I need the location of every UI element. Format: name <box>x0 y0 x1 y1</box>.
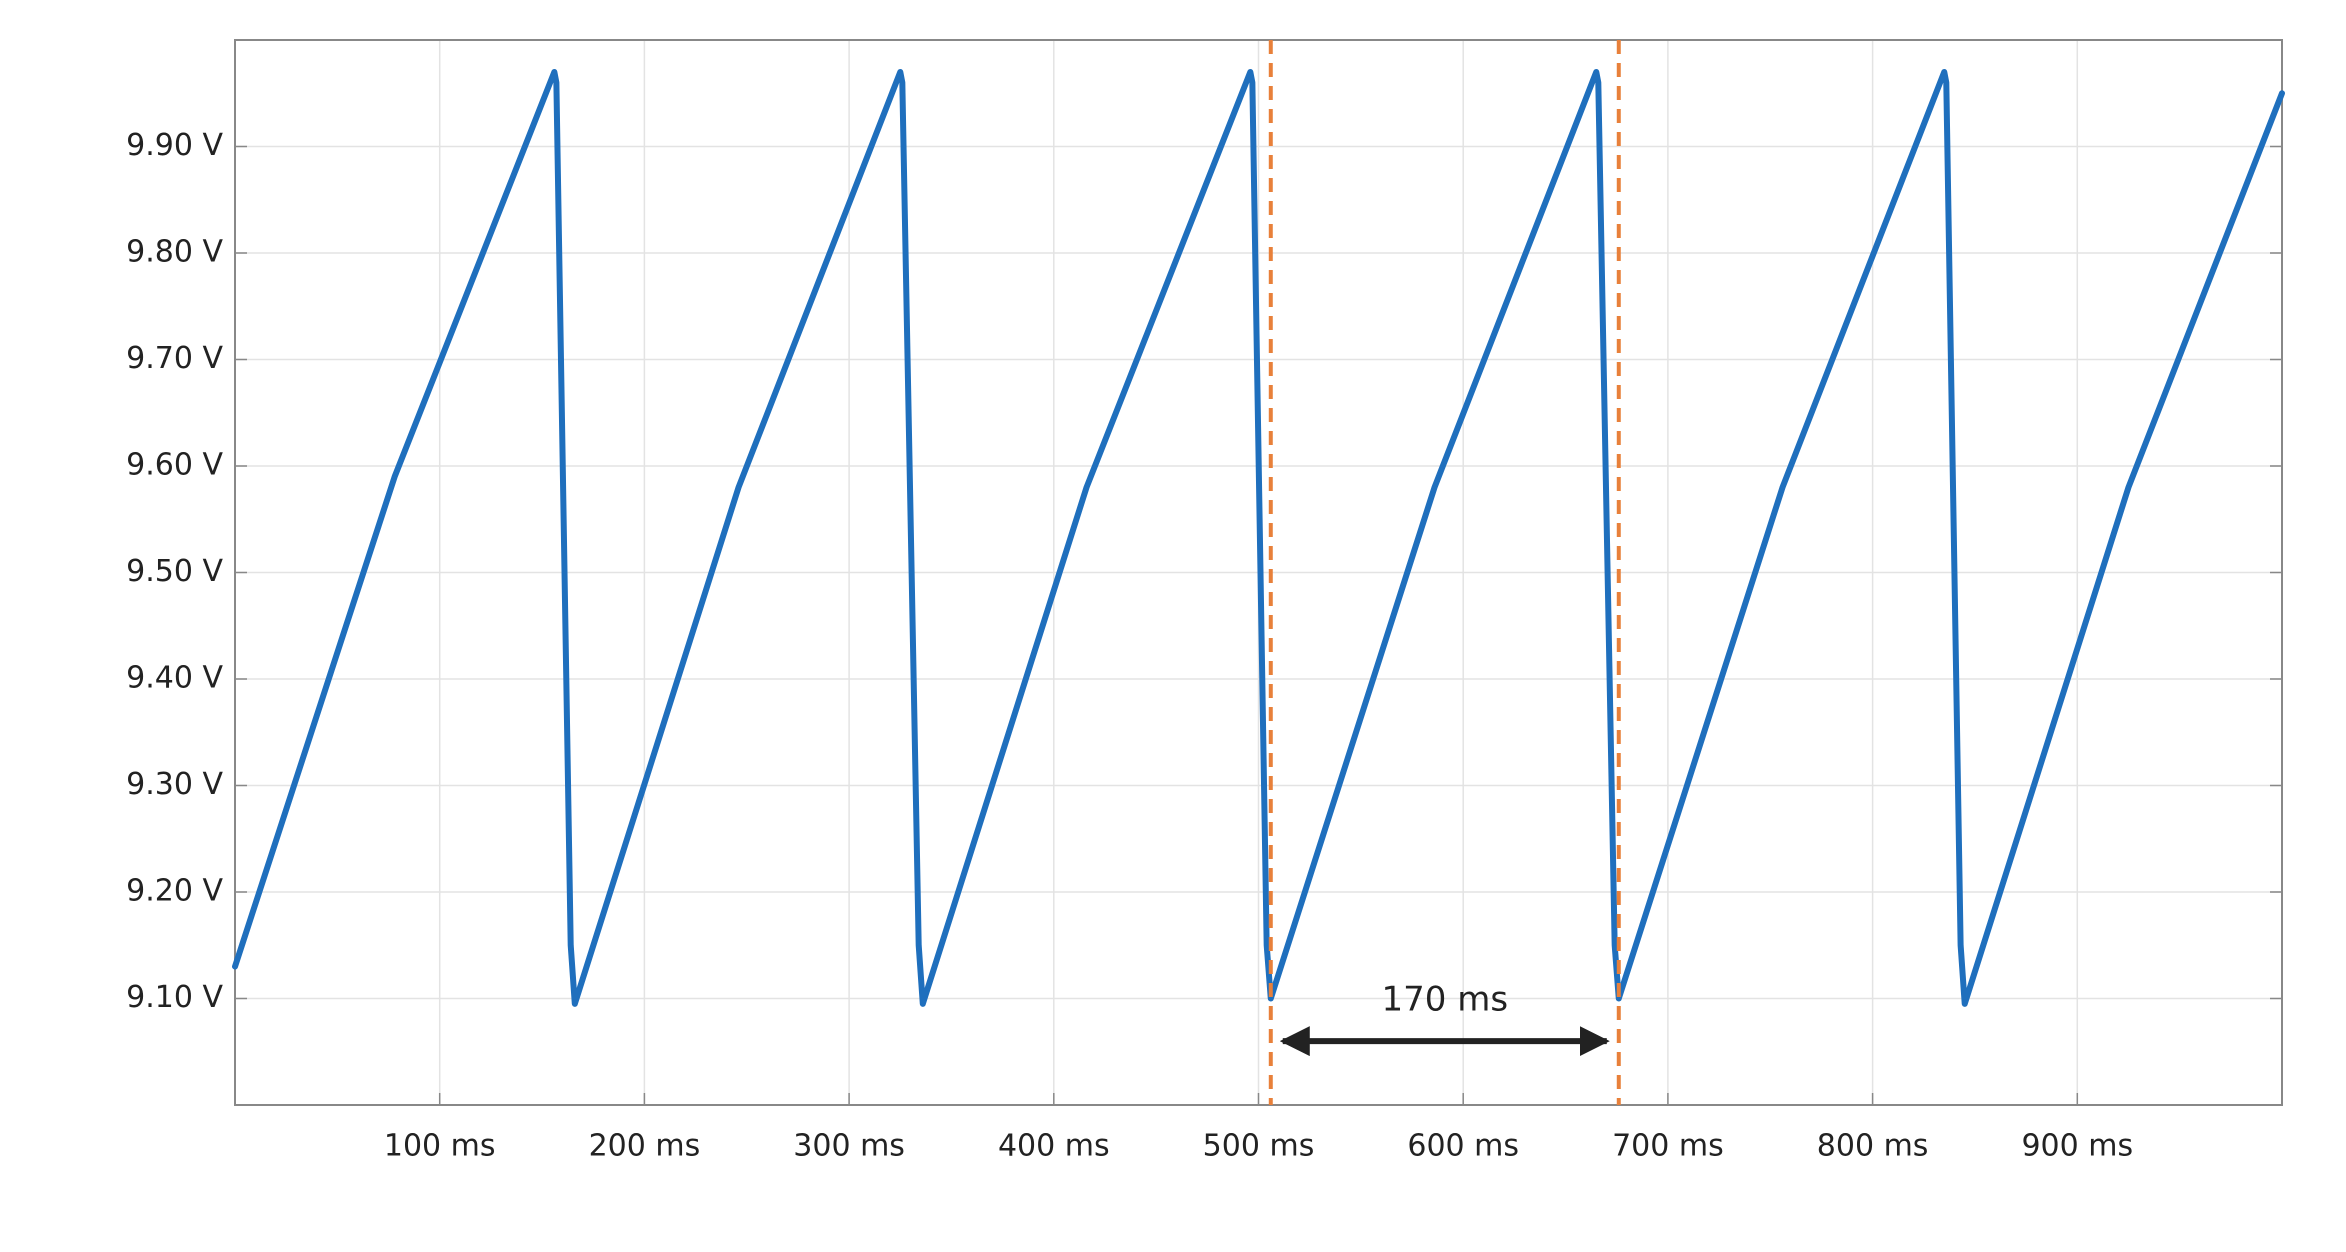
y-tick-label: 9.20 V <box>126 874 223 909</box>
x-tick-label: 300 ms <box>793 1129 905 1164</box>
y-tick-label: 9.30 V <box>126 767 223 802</box>
y-tick-label: 9.90 V <box>126 128 223 163</box>
x-tick-label: 100 ms <box>384 1129 496 1164</box>
x-tick-label: 200 ms <box>589 1129 701 1164</box>
annotation-label: 170 ms <box>1382 980 1509 1020</box>
signal-line <box>232 68 2285 1007</box>
x-tick-label: 900 ms <box>2021 1129 2133 1164</box>
x-tick-label: 800 ms <box>1817 1129 1929 1164</box>
y-tick-label: 9.70 V <box>126 341 223 376</box>
x-tick-label: 600 ms <box>1407 1129 1519 1164</box>
y-tick-label: 9.10 V <box>126 980 223 1015</box>
y-tick-label: 9.40 V <box>126 661 223 696</box>
x-tick-label: 500 ms <box>1203 1129 1315 1164</box>
x-tick-label: 700 ms <box>1612 1129 1724 1164</box>
y-tick-label: 9.50 V <box>126 554 223 589</box>
plot-frame <box>234 39 2283 1106</box>
x-tick-label: 400 ms <box>998 1129 1110 1164</box>
y-tick-label: 9.60 V <box>126 448 223 483</box>
y-tick-label: 9.80 V <box>126 235 223 270</box>
